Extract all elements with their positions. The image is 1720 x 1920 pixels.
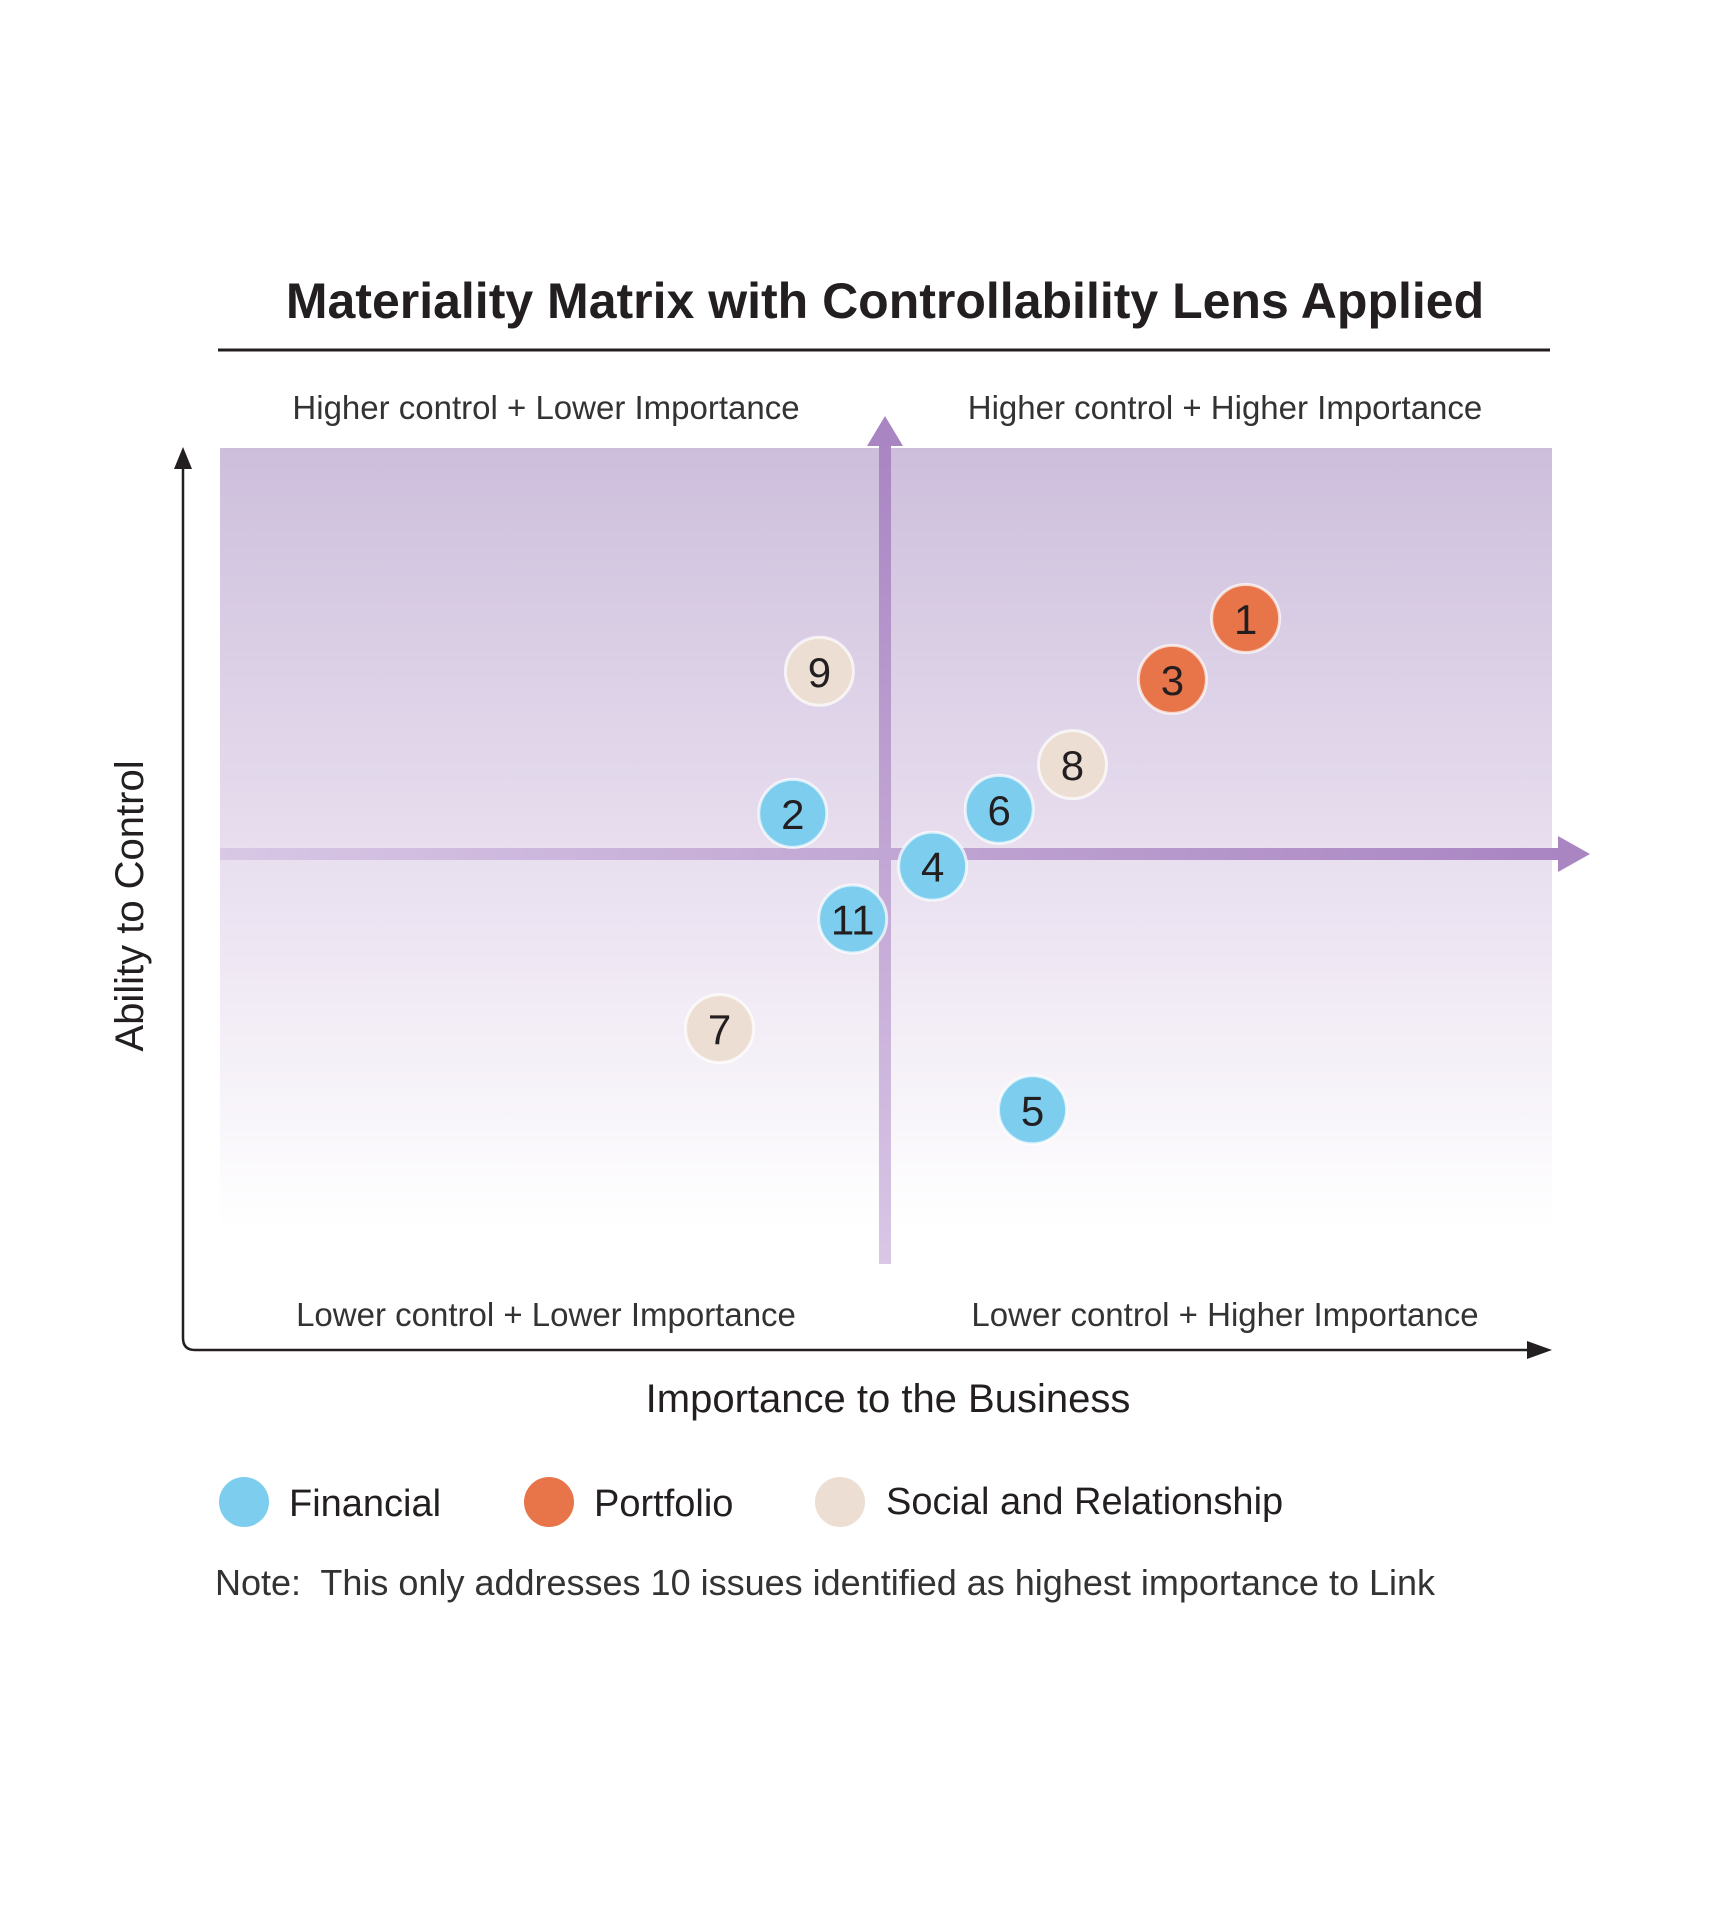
data-point-label: 1 [1234, 596, 1257, 643]
legend-marker-social [815, 1477, 865, 1527]
data-point-label: 5 [1021, 1087, 1044, 1134]
data-point-7: 7 [684, 993, 755, 1065]
data-point-label: 11 [831, 896, 875, 943]
y-axis-label: Ability to Control [108, 760, 152, 1051]
legend-label-social: Social and Relationship [886, 1481, 1283, 1523]
data-point-marker [997, 1074, 1069, 1146]
data-point-2: 2 [757, 777, 829, 849]
data-point-label: 7 [708, 1006, 731, 1053]
chart-title: Materiality Matrix with Controllability … [286, 273, 1484, 329]
data-point-6: 6 [963, 773, 1035, 845]
data-point-11: 11 [817, 883, 889, 955]
legend-label-financial: Financial [289, 1483, 441, 1525]
data-point-5: 5 [997, 1074, 1069, 1146]
data-point-9: 9 [783, 635, 855, 707]
data-point-4: 4 [897, 830, 969, 902]
data-point-marker [963, 773, 1035, 845]
data-point-label: 4 [921, 844, 944, 891]
quadrant-label-bottom-right: Lower control + Higher Importance [971, 1296, 1478, 1333]
data-point-1: 1 [1210, 583, 1282, 655]
data-point-3: 3 [1136, 643, 1208, 715]
quadrant-label-top-left: Higher control + Lower Importance [292, 389, 799, 426]
horizontal-divider-arrowhead [1558, 836, 1590, 872]
data-point-marker [757, 777, 829, 849]
y-axis-line [181, 465, 1530, 1352]
vertical-divider [879, 440, 891, 1264]
x-axis-arrowhead [1527, 1341, 1552, 1359]
legend-marker-financial [219, 1477, 269, 1527]
data-point-marker [1136, 643, 1208, 715]
legend: Financial Portfolio Social and Relations… [219, 1477, 1283, 1527]
data-point-marker [684, 993, 755, 1065]
data-point-label: 6 [988, 787, 1011, 834]
data-point-label: 9 [808, 649, 831, 696]
data-point-label: 3 [1161, 657, 1184, 704]
quadrant-label-top-right: Higher control + Higher Importance [968, 389, 1483, 426]
chart-note: Note: This only addresses 10 issues iden… [215, 1562, 1436, 1603]
data-point-marker [783, 635, 855, 707]
quadrant-label-bottom-left: Lower control + Lower Importance [296, 1296, 796, 1333]
vertical-divider-arrowhead [867, 416, 903, 446]
data-point-marker [1210, 583, 1282, 655]
data-point-label: 8 [1061, 742, 1084, 789]
data-point-8: 8 [1036, 729, 1108, 801]
legend-label-portfolio: Portfolio [594, 1483, 733, 1525]
data-point-label: 2 [781, 791, 804, 838]
data-point-marker [817, 883, 889, 955]
x-axis-label: Importance to the Business [646, 1377, 1131, 1421]
data-point-marker [897, 830, 969, 902]
y-axis-arrowhead [174, 447, 192, 469]
legend-marker-portfolio [524, 1477, 574, 1527]
data-point-marker [1036, 729, 1108, 801]
